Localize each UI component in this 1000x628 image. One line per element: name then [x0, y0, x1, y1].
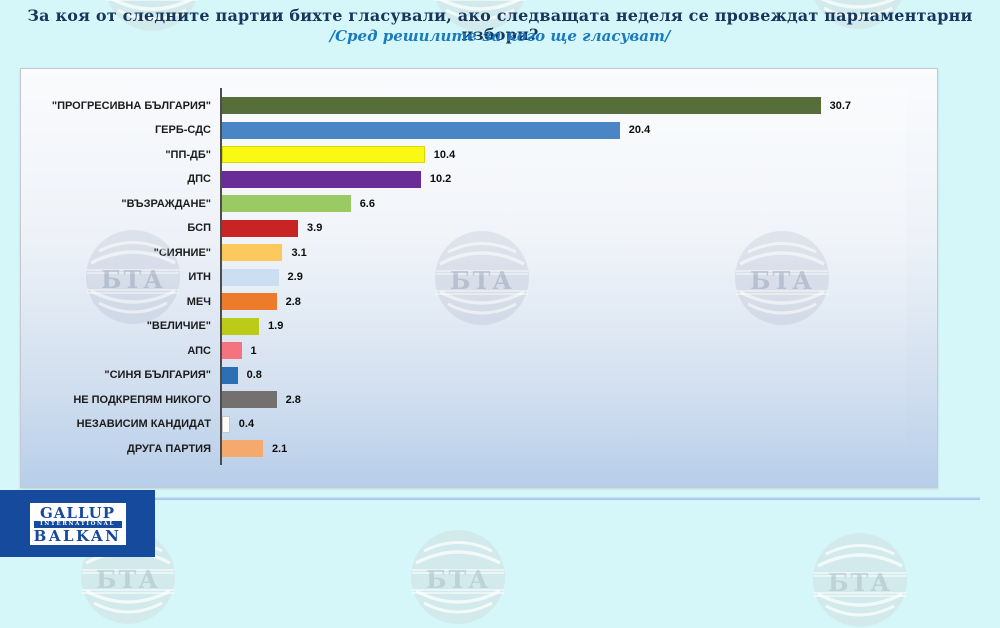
bta-watermark: БТА — [411, 530, 505, 624]
bar — [222, 415, 230, 433]
chart-subtitle: /Сред решилите за кого ще гласуват/ — [329, 27, 671, 45]
gallup-logo-line2: INTERNATIONAL — [33, 520, 122, 528]
bar — [222, 219, 299, 237]
bar-area: 20.4 — [222, 118, 937, 143]
category-label: ГЕРБ-СДС — [154, 124, 211, 137]
value-label: 1.9 — [268, 320, 284, 333]
value-label: 6.6 — [359, 197, 375, 210]
value-label: 10.4 — [433, 148, 456, 161]
category-label: ИТН — [188, 271, 211, 284]
svg-text:БТА: БТА — [426, 565, 490, 594]
category-label: АПС — [187, 344, 211, 357]
value-label: 0.8 — [246, 369, 262, 382]
value-label: 30.7 — [829, 99, 852, 112]
category-label: БСП — [187, 222, 211, 235]
value-label: 1 — [250, 344, 257, 357]
bar-rows: "ПРОГРЕСИВНА БЪЛГАРИЯ" 30.7 ГЕРБ-СДС 20.4 "П… — [21, 94, 937, 462]
value-label: 2.1 — [271, 442, 288, 455]
value-label: 0.4 — [238, 418, 255, 431]
bar — [222, 244, 283, 262]
bta-watermark: БТА — [813, 533, 907, 627]
bar-area: 3.9 — [222, 216, 937, 241]
chart-row: ДРУГА ПАРТИЯ 2.1 — [21, 437, 937, 462]
category-label: "ВЪЗРАЖДАНЕ" — [121, 197, 211, 210]
bar-area: 0.8 — [222, 363, 937, 388]
bar-area: 10.4 — [222, 143, 937, 168]
bar — [222, 146, 425, 164]
svg-text:БТА: БТА — [448, 0, 512, 1]
value-label: 2.8 — [285, 295, 301, 308]
chart-row: ИТН 2.9 — [21, 265, 937, 290]
chart-area: "ПРОГРЕСИВНА БЪЛГАРИЯ" 30.7 ГЕРБ-СДС 20.4 "П… — [20, 68, 938, 488]
bar-area: 6.6 — [222, 192, 937, 217]
gallup-logo-line1: GALLUP — [39, 503, 116, 522]
value-label: 10.2 — [429, 173, 452, 186]
bar-area: 2.9 — [222, 265, 937, 290]
bar-area: 2.8 — [222, 388, 937, 413]
chart-row: "СИЯНИЕ" 3.1 — [21, 241, 937, 266]
chart-row: БСП 3.9 — [21, 216, 937, 241]
value-label: 3.1 — [291, 246, 307, 259]
svg-text:БТА: БТА — [828, 568, 892, 597]
gallup-balkan-logo: GALLUP INTERNATIONAL BALKAN — [0, 490, 155, 557]
bar-area: 2.8 — [222, 290, 937, 315]
category-label: "ПП-ДБ" — [165, 148, 211, 161]
category-label: "ВЕЛИЧИЕ" — [146, 320, 211, 333]
category-label: "СИЯНИЕ" — [153, 246, 211, 259]
footer-divider — [0, 497, 980, 500]
category-label: МЕЧ — [186, 295, 211, 308]
bar-area: 30.7 — [222, 94, 937, 119]
bar — [222, 391, 277, 409]
value-label: 3.9 — [307, 222, 323, 235]
chart-row: "ПРОГРЕСИВНА БЪЛГАРИЯ" 30.7 — [21, 94, 937, 119]
gallup-logo-box: GALLUP INTERNATIONAL BALKAN — [29, 502, 126, 545]
bar — [222, 366, 238, 384]
category-axis-line — [220, 88, 222, 465]
value-label: 2.8 — [285, 393, 301, 406]
bar — [222, 317, 260, 335]
value-label: 20.4 — [628, 124, 651, 137]
category-label: ДПС — [187, 173, 211, 186]
bar — [222, 268, 279, 286]
bar-area: 0.4 — [222, 412, 937, 437]
bar-area: 1.9 — [222, 314, 937, 339]
bar — [222, 195, 351, 213]
chart-row: "ВЕЛИЧИЕ" 1.9 — [21, 314, 937, 339]
bar — [222, 170, 421, 188]
bar — [222, 121, 620, 139]
chart-row: ГЕРБ-СДС 20.4 — [21, 118, 937, 143]
bar — [222, 342, 242, 360]
chart-row: АПС 1 — [21, 339, 937, 364]
bar-area: 10.2 — [222, 167, 937, 192]
category-label: ДРУГА ПАРТИЯ — [127, 442, 211, 455]
bar — [222, 440, 263, 458]
bar — [222, 293, 277, 311]
chart-row: НЕЗАВИСИМ КАНДИДАТ 0.4 — [21, 412, 937, 437]
bar — [222, 97, 821, 115]
value-label: 2.9 — [287, 271, 303, 284]
bar-area: 3.1 — [222, 241, 937, 266]
chart-row: "ВЪЗРАЖДАНЕ" 6.6 — [21, 192, 937, 217]
bar-area: 2.1 — [222, 437, 937, 462]
category-label: "СИНЯ БЪЛГАРИЯ" — [104, 369, 211, 382]
svg-text:БТА: БТА — [96, 565, 160, 594]
svg-text:БТА: БТА — [120, 0, 184, 1]
gallup-logo-line3: BALKAN — [33, 526, 122, 545]
chart-row: "СИНЯ БЪЛГАРИЯ" 0.8 — [21, 363, 937, 388]
category-label: НЕЗАВИСИМ КАНДИДАТ — [76, 418, 211, 431]
chart-row: МЕЧ 2.8 — [21, 290, 937, 315]
bar-area: 1 — [222, 339, 937, 364]
chart-row: ДПС 10.2 — [21, 167, 937, 192]
chart-row: НЕ ПОДКРЕПЯМ НИКОГО 2.8 — [21, 388, 937, 413]
chart-row: "ПП-ДБ" 10.4 — [21, 143, 937, 168]
category-label: "ПРОГРЕСИВНА БЪЛГАРИЯ" — [51, 99, 211, 112]
category-label: НЕ ПОДКРЕПЯМ НИКОГО — [73, 393, 211, 406]
